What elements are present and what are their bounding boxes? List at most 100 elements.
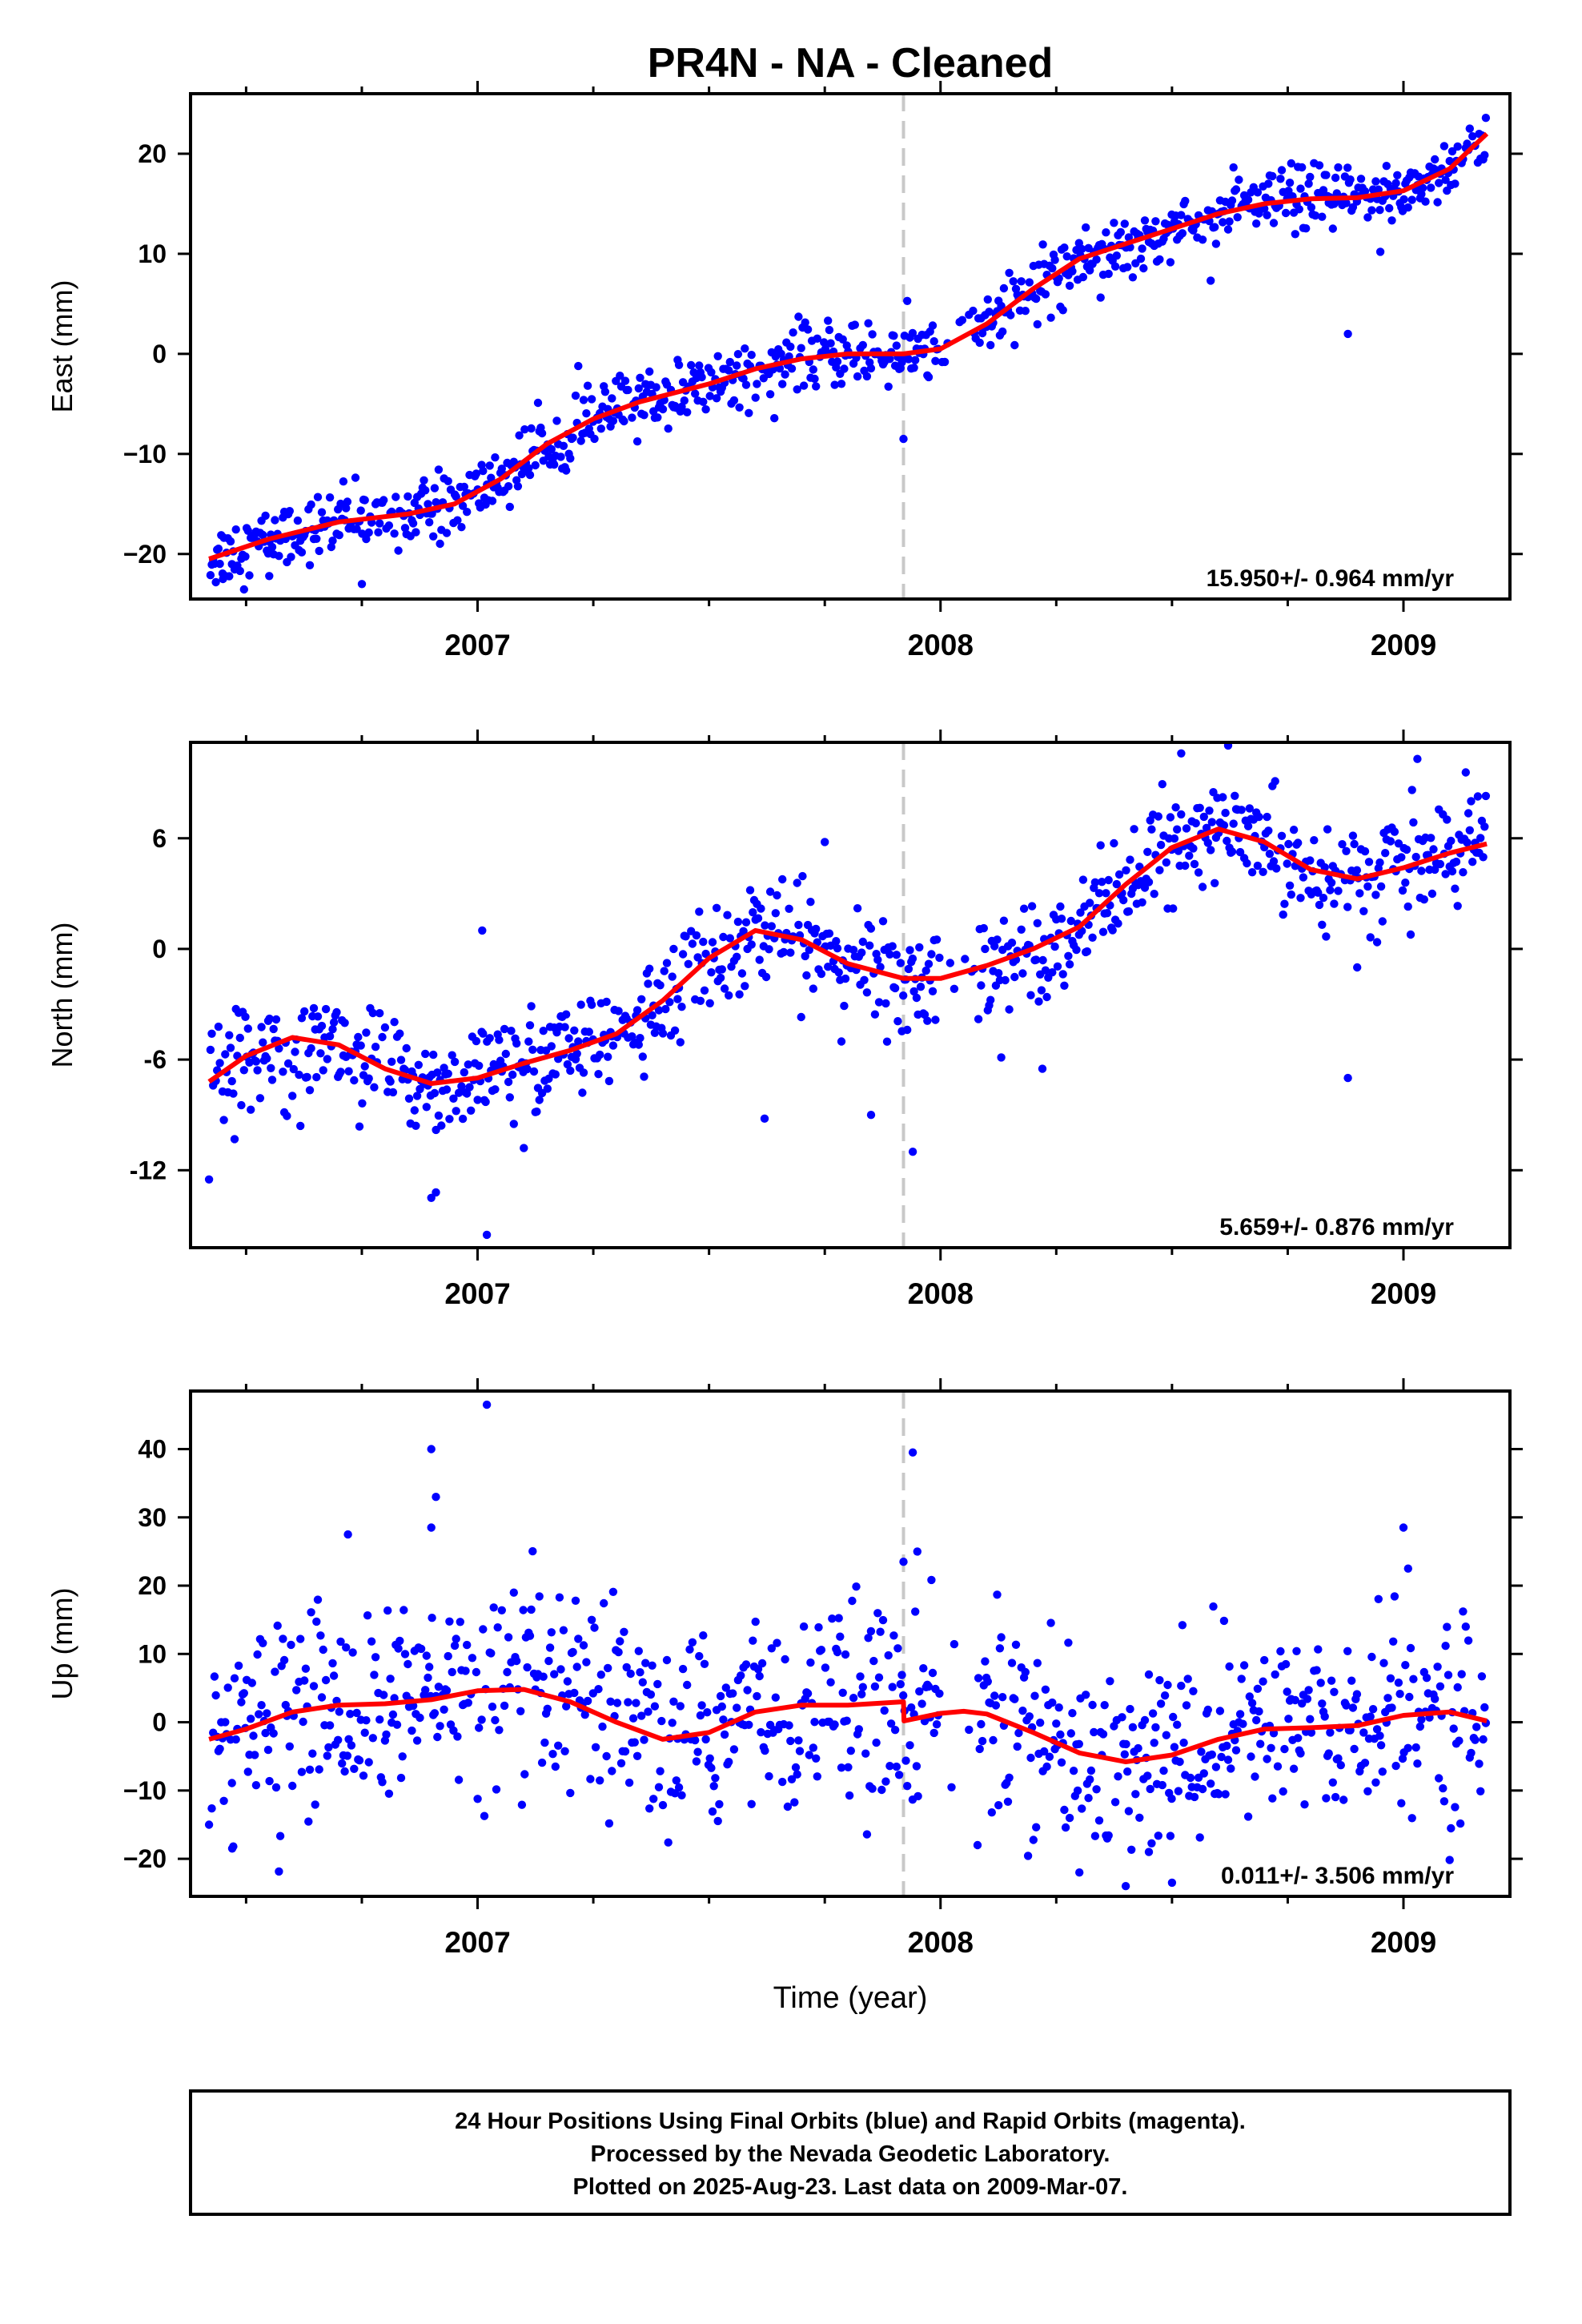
data-point — [335, 531, 343, 540]
data-point — [400, 1650, 410, 1659]
data-point — [884, 382, 893, 391]
data-point — [641, 1659, 650, 1667]
data-point — [1386, 1674, 1395, 1683]
y-tick-label: 0 — [152, 935, 167, 963]
data-point — [678, 1664, 688, 1674]
data-point — [1032, 1823, 1041, 1831]
data-point — [634, 1647, 643, 1655]
data-point — [664, 424, 673, 433]
data-point — [468, 1654, 477, 1663]
data-point — [1134, 1743, 1142, 1753]
data-point-outlier — [973, 1840, 982, 1850]
data-point — [837, 380, 846, 388]
data-point — [739, 374, 748, 383]
data-point — [919, 1664, 928, 1673]
data-point — [364, 1074, 373, 1083]
data-point — [691, 389, 700, 398]
data-point — [430, 1709, 440, 1718]
data-point — [1271, 777, 1279, 786]
data-point — [699, 937, 708, 947]
data-point — [1431, 1695, 1439, 1703]
data-point — [1350, 839, 1359, 849]
data-point — [1322, 171, 1331, 179]
data-point — [1372, 1725, 1382, 1734]
data-point — [757, 904, 765, 913]
data-point — [1334, 163, 1343, 172]
data-point — [793, 385, 801, 394]
data-point — [308, 1749, 317, 1758]
data-point — [848, 1596, 857, 1606]
data-point — [1306, 1715, 1315, 1723]
data-point — [1314, 1645, 1323, 1654]
data-point — [1076, 908, 1085, 917]
data-point — [332, 1007, 341, 1017]
data-point — [1179, 1739, 1188, 1747]
data-point — [1036, 1719, 1045, 1727]
data-point — [408, 519, 418, 528]
y-tick-label: -6 — [144, 1045, 167, 1074]
data-point — [342, 1643, 351, 1652]
data-point — [819, 338, 829, 347]
data-point — [1221, 808, 1230, 818]
data-point — [1359, 907, 1368, 916]
data-point — [892, 951, 901, 959]
data-point — [528, 1546, 537, 1556]
data-point — [1136, 254, 1146, 263]
data-point — [1263, 211, 1271, 219]
data-point — [644, 1707, 652, 1716]
y-tick-label: 0 — [152, 340, 167, 368]
data-point — [267, 542, 277, 552]
data-point — [636, 1034, 644, 1043]
data-point — [1115, 1923, 1123, 1931]
data-point — [1143, 1771, 1152, 1780]
data-point — [1112, 879, 1122, 889]
data-point — [1472, 1723, 1481, 1731]
data-point — [1123, 1767, 1132, 1776]
data-point — [1476, 1787, 1485, 1795]
data-point — [211, 1691, 220, 1700]
data-point — [1251, 1772, 1259, 1781]
data-point — [348, 1648, 357, 1657]
data-point — [1435, 859, 1445, 869]
data-point — [1252, 219, 1261, 228]
data-point — [1291, 230, 1300, 239]
data-point — [1260, 1655, 1269, 1665]
data-point — [1029, 1835, 1038, 1844]
data-point — [1292, 1647, 1301, 1655]
data-point — [449, 1094, 458, 1104]
data-point — [854, 1725, 864, 1734]
data-point — [560, 1023, 569, 1031]
data-point — [1150, 890, 1158, 899]
data-point — [636, 1668, 644, 1677]
data-point — [1011, 1640, 1021, 1649]
data-point — [786, 342, 795, 352]
data-point — [1291, 1695, 1300, 1705]
data-point — [422, 1651, 431, 1660]
data-point — [1296, 894, 1305, 903]
data-point — [747, 351, 756, 360]
data-point — [620, 376, 630, 385]
data-point — [548, 1750, 557, 1759]
data-point — [626, 1669, 635, 1679]
data-point — [673, 995, 682, 1003]
data-point — [1383, 1694, 1392, 1703]
data-point — [402, 1043, 411, 1053]
data-point — [1287, 159, 1296, 168]
data-point — [1455, 1736, 1464, 1745]
data-point — [1419, 895, 1429, 904]
data-point — [371, 1043, 380, 1051]
data-point — [987, 1808, 997, 1817]
data-point — [596, 1050, 604, 1059]
data-point — [1253, 188, 1263, 197]
data-point — [527, 1002, 536, 1011]
data-point — [1122, 866, 1130, 875]
data-point — [974, 1674, 983, 1683]
data-point — [556, 452, 565, 461]
data-point — [858, 937, 868, 947]
data-point — [1233, 213, 1242, 222]
data-point — [997, 301, 1006, 311]
data-point-outlier — [899, 1558, 908, 1566]
data-point — [1255, 812, 1263, 822]
data-point — [1461, 1622, 1471, 1631]
data-point — [794, 920, 803, 930]
